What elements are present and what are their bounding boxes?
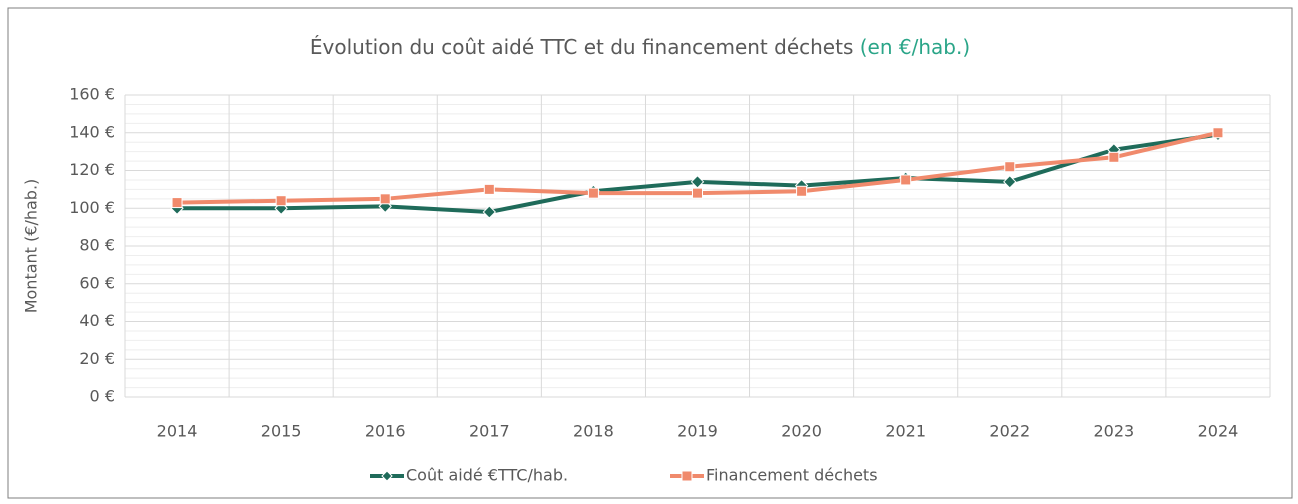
point	[587, 187, 599, 199]
x-tick-label: 2024	[1198, 422, 1239, 441]
point	[1003, 175, 1017, 189]
y-tick-label: 20 €	[79, 349, 115, 368]
y-tick-label: 60 €	[79, 273, 115, 292]
point	[275, 195, 287, 207]
x-tick-label: 2021	[885, 422, 926, 441]
y-tick-label: 100 €	[69, 198, 115, 217]
point	[1212, 127, 1224, 139]
y-tick-label: 40 €	[79, 311, 115, 330]
y-tick-label: 0 €	[90, 387, 115, 406]
point	[1004, 161, 1016, 173]
point	[1108, 151, 1120, 163]
title-main: Évolution du coût aidé TTC et du finance…	[310, 35, 854, 59]
x-tick-label: 2022	[989, 422, 1030, 441]
point	[483, 183, 495, 195]
legend-label: Financement déchets	[706, 466, 878, 485]
point	[171, 197, 183, 209]
legend-marker	[681, 470, 693, 482]
y-tick-label: 140 €	[69, 122, 115, 141]
y-tick-label: 120 €	[69, 160, 115, 179]
y-tick-label: 80 €	[79, 236, 115, 255]
x-tick-label: 2017	[469, 422, 510, 441]
x-tick-label: 2019	[677, 422, 718, 441]
y-axis-label: Montant (€/hab.)	[22, 179, 41, 314]
y-tick-label: 160 €	[69, 85, 115, 104]
x-tick-label: 2020	[781, 422, 822, 441]
x-tick-label: 2014	[157, 422, 198, 441]
point	[482, 205, 497, 219]
point	[796, 185, 808, 197]
x-tick-label: 2023	[1094, 422, 1135, 441]
chart-frame	[7, 7, 1293, 499]
legend-label: Coût aidé €TTC/hab.	[406, 466, 568, 485]
legend-marker	[381, 470, 393, 482]
x-tick-label: 2015	[261, 422, 302, 441]
chart-title: Évolution du coût aidé TTC et du finance…	[310, 35, 970, 59]
x-tick-label: 2018	[573, 422, 614, 441]
point	[900, 174, 912, 186]
point	[692, 187, 703, 199]
point	[379, 193, 391, 205]
x-tick-label: 2016	[365, 422, 406, 441]
title-note: (en €/hab.)	[860, 35, 970, 59]
